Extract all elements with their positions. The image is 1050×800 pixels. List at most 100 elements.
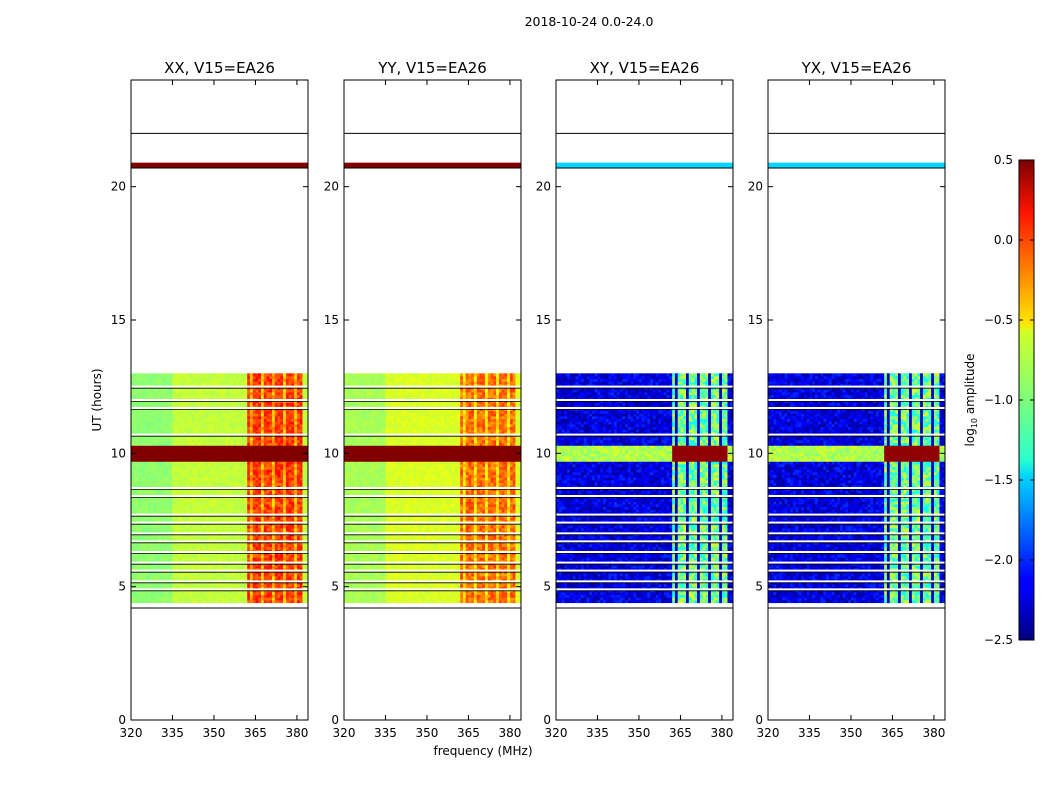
data-cell [283,565,287,569]
data-cell [296,506,301,510]
data-cell [161,472,165,476]
data-cell [189,421,193,425]
data-cell [131,474,135,478]
data-cell [155,512,160,516]
data-cell [274,482,278,486]
data-cell [144,410,148,414]
data-cell [131,482,135,486]
data-cell [211,440,215,444]
data-cell [211,493,215,497]
data-cell [216,429,220,433]
data-cell [263,474,267,478]
data-cell [280,402,284,406]
data-cell [180,416,184,420]
data-cell [155,506,160,510]
data-cell [153,410,157,414]
data-cell [153,445,157,449]
data-cell [208,565,212,569]
data-cell [280,493,284,497]
data-cell [274,450,278,454]
data-cell [294,565,298,569]
data-cell [136,594,140,598]
data-cell [302,424,306,428]
data-cell [211,576,215,580]
data-cell [258,402,262,406]
data-cell [191,424,196,428]
data-cell [258,554,262,558]
data-cell [291,578,295,582]
data-cell [205,498,209,502]
data-cell [244,464,248,468]
data-cell [186,525,190,529]
data-cell [263,480,267,484]
data-cell [136,565,140,569]
data-cell [302,517,306,521]
data-cell [236,594,240,598]
data-cell [155,493,160,497]
data-cell [291,512,295,516]
data-cell [294,477,298,481]
data-cell [241,584,245,588]
data-cell [189,442,193,446]
data-cell [166,445,171,449]
data-cell [189,418,193,422]
data-cell [136,576,140,580]
data-cell [272,576,276,580]
data-cell [189,493,193,497]
data-cell [225,450,229,454]
data-cell [252,586,256,590]
data-cell [164,578,168,582]
data-cell [305,421,309,425]
data-cell [208,461,212,465]
data-cell [274,469,278,473]
data-cell [139,410,143,414]
data-cell [194,402,198,406]
data-cell [186,504,190,508]
data-cell [139,578,143,582]
data-cell [244,394,248,398]
data-cell [269,418,273,422]
data-cell [147,525,151,529]
data-cell [144,509,148,513]
data-cell [299,504,303,508]
data-cell [183,560,187,564]
data-cell [302,429,306,433]
data-cell [202,498,207,502]
data-cell [244,448,248,452]
data-cell [241,493,245,497]
data-cell [249,565,254,569]
data-cell [272,538,276,542]
data-cell [153,560,157,564]
data-cell [153,544,157,548]
data-cell [155,578,160,582]
data-cell [247,493,251,497]
data-cell [258,573,262,577]
data-cell [258,426,262,430]
data-cell [131,509,135,513]
data-cell [236,432,240,436]
data-cell [197,410,201,414]
data-cell [288,445,292,449]
data-cell [178,576,182,580]
data-cell [136,578,140,582]
data-cell [202,544,207,548]
data-cell [150,498,154,502]
data-cell [153,517,157,521]
data-cell [142,565,146,569]
data-cell [255,504,259,508]
data-cell [169,498,173,502]
data-cell [291,432,295,436]
data-cell [263,586,267,590]
data-cell [274,549,278,553]
data-cell [191,477,196,481]
data-cell [277,453,281,457]
data-cell [158,586,162,590]
data-cell [200,512,204,516]
data-cell [164,576,168,580]
data-cell [222,394,226,398]
data-cell [183,469,187,473]
data-cell [255,549,259,553]
data-cell [216,402,220,406]
data-cell [202,448,207,452]
data-cell [255,416,259,420]
